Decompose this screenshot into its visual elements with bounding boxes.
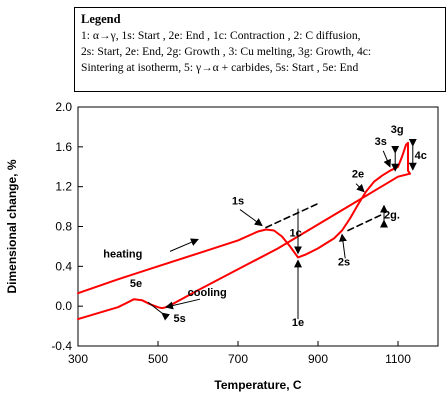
annotation-arrow [355, 183, 365, 193]
y-tick-label: -0.4 [51, 339, 72, 353]
annotation-arrow [165, 298, 201, 310]
labels-group: 1s 1c 1e heating cooling 5e 5s 2e 2s 2g. 3s 3g 4c [103, 124, 427, 329]
annotation-arrow [382, 150, 391, 168]
y-tick-label: 1.6 [55, 140, 72, 154]
x-tick-label: 700 [228, 352, 248, 366]
annotation-label: heating [103, 248, 142, 260]
legend-line-3: Sintering at isotherm, 5: γ→α + carbides… [81, 61, 359, 74]
annotation-label: cooling [188, 287, 227, 299]
x-tick-label: 500 [148, 352, 168, 366]
annotation-arrow [239, 209, 263, 227]
annotation-label: 1s [232, 196, 244, 208]
y-tick-label: 1.2 [55, 180, 72, 194]
annotation-label: 2e [352, 169, 364, 181]
annotation-label: 5s [173, 313, 185, 325]
annotation-label: 1e [292, 317, 304, 329]
annotation-label: 5e [130, 278, 142, 290]
extrapolation-line-2 [347, 213, 383, 232]
y-axis-label: Dimensional change, % [5, 159, 19, 293]
x-tick-label: 1100 [385, 352, 411, 366]
y-tick-label: 2.0 [55, 100, 72, 114]
legend-box: Legend 1: α→γ, 1s: Start , 2e: End , 1c:… [74, 7, 446, 92]
annotation-label: 2s [338, 256, 350, 268]
axes: -0.4 0.0 0.4 0.8 1.2 1.6 2.0 300 500 700 900 1100 Te… [5, 100, 439, 392]
y-tick-label: 0.0 [55, 299, 72, 313]
annotation-label: 3s [375, 136, 387, 148]
arrows-group [147, 138, 417, 321]
y-tick-label: 0.8 [55, 220, 72, 234]
x-axis-label: Temperature, C [214, 378, 301, 392]
annotation-arrow [338, 233, 347, 259]
annotation-arrow [147, 301, 170, 321]
annotation-label: 4c [415, 150, 427, 162]
x-tick-label: 300 [68, 352, 88, 366]
y-tick-label: 0.4 [55, 259, 72, 273]
x-tick-label: 900 [308, 352, 328, 366]
annotation-label: 3g [391, 124, 404, 136]
legend-line-1: 1: α→γ, 1s: Start , 2e: End , 1c: Contra… [81, 29, 361, 42]
legend-line-2: 2s: Start, 2e: End, 2g: Growth , 3: Cu m… [81, 45, 372, 58]
legend-title: Legend [81, 12, 121, 26]
annotation-label: 1c [289, 227, 301, 239]
annotation-label: 2g. [384, 210, 400, 222]
extrapolation-line-1 [265, 202, 319, 229]
annotation-arrow [169, 238, 199, 252]
